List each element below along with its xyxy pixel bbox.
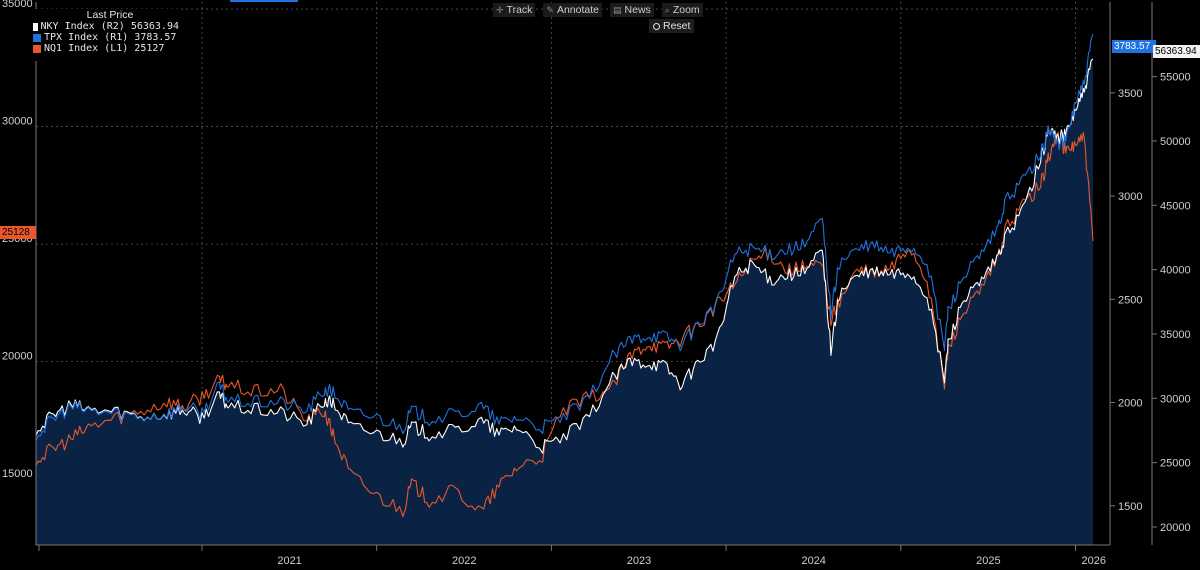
legend-label-nq: NQ1 Index (L1) 25127 <box>44 43 165 54</box>
track-label: Track <box>506 4 533 16</box>
legend-title: Last Price <box>86 9 134 21</box>
news-label: News <box>624 4 651 16</box>
zoom-label: Zoom <box>672 4 700 16</box>
tick-label-x-4: 2025 <box>976 555 1000 567</box>
tick-label-left-4: 35000 <box>2 0 33 10</box>
tick-label-left-3: 30000 <box>2 116 33 128</box>
legend-swatch-nky <box>33 22 38 31</box>
annotate-button[interactable]: ✎ Annotate <box>543 3 603 17</box>
news-button[interactable]: ▤ News <box>610 3 654 17</box>
tick-label-r2-3: 35000 <box>1160 329 1191 341</box>
tick-label-r2-5: 45000 <box>1160 200 1191 212</box>
tpx-last-price-tag: 3783.57 <box>1112 40 1156 53</box>
nky-last-price-tag: 56363.94 <box>1153 45 1200 58</box>
legend-item-nq[interactable]: NQ1 Index (L1) 25127 <box>33 43 179 54</box>
legend: Last Price NKY Index (R2) 56363.94 TPX I… <box>33 9 179 61</box>
legend-item-tpx[interactable]: TPX Index (R1) 3783.57 <box>33 32 179 43</box>
tick-label-r2-6: 50000 <box>1160 136 1191 148</box>
tick-label-r1-3: 3000 <box>1118 191 1142 203</box>
tick-label-r2-1: 25000 <box>1160 458 1191 470</box>
reset-radio-icon <box>653 22 660 30</box>
tick-label-x-2: 2023 <box>627 555 651 567</box>
area-fill <box>36 59 1093 545</box>
annotate-label: Annotate <box>556 4 600 16</box>
tick-label-x-5: 2026 <box>1082 555 1106 567</box>
tick-label-r2-0: 20000 <box>1160 522 1191 534</box>
reset-button[interactable]: Reset <box>649 19 695 33</box>
tick-label-left-1: 20000 <box>2 351 33 363</box>
tick-label-r2-7: 55000 <box>1160 72 1191 84</box>
nq-last-price-tag: 25128 <box>0 226 36 239</box>
tick-label-x-1: 2022 <box>452 555 476 567</box>
tick-label-x-0: 2021 <box>277 555 301 567</box>
series-lines <box>35 33 1094 518</box>
tick-label-r1-1: 2000 <box>1118 398 1142 410</box>
legend-label-tpx: TPX Index (R1) 3783.57 <box>44 32 177 43</box>
tick-label-left-0: 15000 <box>2 468 33 480</box>
top-accent-bar <box>230 0 298 2</box>
legend-swatch-nq <box>33 44 41 53</box>
series-line-nky <box>35 58 1094 454</box>
crosshair-icon: ✛ <box>496 4 504 15</box>
nky-area <box>36 59 1093 545</box>
tick-label-r1-4: 3500 <box>1118 88 1142 100</box>
chart-toolbar: ✛ Track ✎ Annotate ▤ News ⌕ Zoom <box>493 3 703 17</box>
tick-label-r2-2: 30000 <box>1160 393 1191 405</box>
pencil-icon: ✎ <box>546 4 554 15</box>
tick-label-r2-4: 40000 <box>1160 265 1191 277</box>
reset-label: Reset <box>663 20 691 32</box>
zoom-button[interactable]: ⌕ Zoom <box>661 3 703 17</box>
series-line-tpx <box>35 33 1094 441</box>
plot-frame <box>35 2 1153 546</box>
magnifier-icon: ⌕ <box>664 4 670 15</box>
legend-item-nky[interactable]: NKY Index (R2) 56363.94 <box>33 21 179 32</box>
legend-swatch-tpx <box>33 33 41 42</box>
legend-label-nky: NKY Index (R2) 56363.94 <box>40 21 179 32</box>
news-icon: ▤ <box>613 4 622 15</box>
tick-label-x-3: 2024 <box>801 555 825 567</box>
tick-label-r1-0: 1500 <box>1118 501 1142 513</box>
track-button[interactable]: ✛ Track <box>493 3 536 17</box>
tick-label-r1-2: 2500 <box>1118 294 1142 306</box>
series-line-nq1 <box>35 131 1094 518</box>
